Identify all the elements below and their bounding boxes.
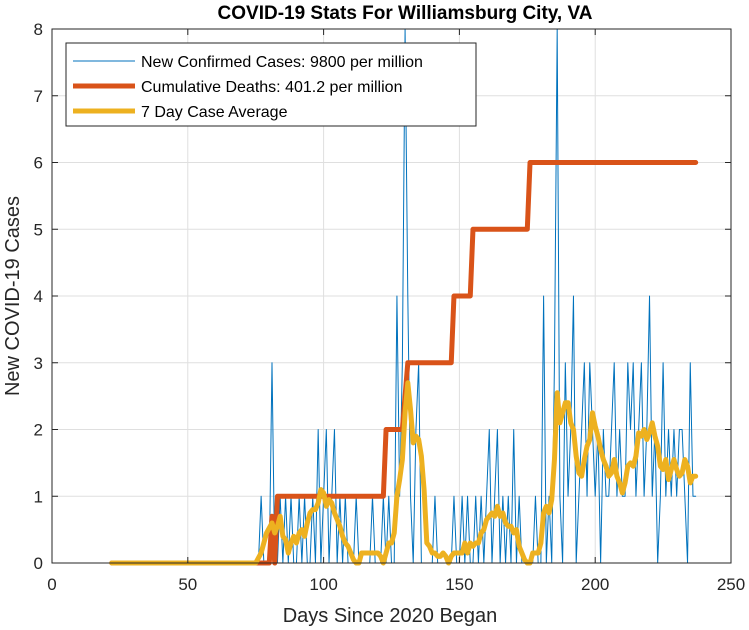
x-tick-label: 0: [47, 575, 56, 594]
x-tick-label: 200: [581, 575, 609, 594]
legend: New Confirmed Cases: 9800 per million Cu…: [65, 42, 477, 127]
ticks: 0 50 100 150 200 250 0 1 2 3 4 5 6 7 8: [34, 20, 746, 594]
y-tick-label: 7: [34, 87, 43, 106]
chart-title: COVID-19 Stats For Williamsburg City, VA: [218, 3, 593, 24]
y-tick-label: 2: [34, 421, 43, 440]
x-axis-label: Days Since 2020 Began: [283, 605, 498, 627]
y-tick-label: 1: [34, 487, 43, 506]
y-tick-label: 3: [34, 354, 43, 373]
x-tick-label: 250: [717, 575, 745, 594]
y-tick-label: 8: [34, 20, 43, 39]
y-tick-label: 0: [34, 554, 43, 573]
x-tick-label: 50: [178, 575, 197, 594]
y-axis-label: New COVID-19 Cases: [2, 196, 24, 396]
y-tick-label: 6: [34, 154, 43, 173]
y-tick-label: 4: [34, 287, 43, 306]
legend-entry-seven-day-average: 7 Day Case Average: [141, 104, 288, 121]
legend-entry-new-cases: New Confirmed Cases: 9800 per million: [141, 54, 423, 71]
x-tick-label: 150: [445, 575, 473, 594]
x-tick-label: 100: [309, 575, 337, 594]
series-seven-day-average: [109, 380, 699, 566]
legend-entry-cumulative-deaths: Cumulative Deaths: 401.2 per million: [141, 79, 402, 96]
y-tick-label: 5: [34, 220, 43, 239]
